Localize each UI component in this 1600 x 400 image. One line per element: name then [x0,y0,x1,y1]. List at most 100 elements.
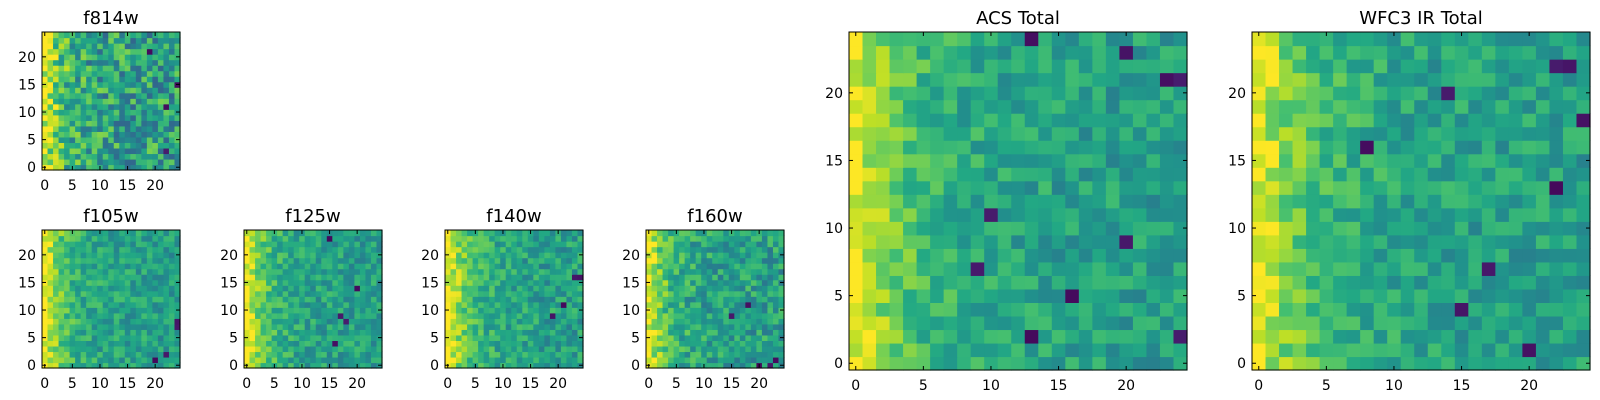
heatmap-cell [657,301,664,308]
heatmap-cell [163,246,170,253]
heatmap-cell [505,362,512,369]
heatmap-cell [113,274,120,281]
heatmap-cell [315,263,322,270]
heatmap-cell [359,285,367,292]
heatmap-cell [571,241,579,248]
heatmap-cell [168,114,176,121]
heatmap-cell [728,323,735,330]
heatmap-cell [1441,32,1456,47]
heatmap-cell [130,32,137,39]
heatmap-cell [1292,126,1307,141]
heatmap-cell [739,263,746,270]
heatmap-cell [646,246,653,253]
heatmap-cell [1092,153,1107,168]
heatmap-cell [86,76,93,83]
heatmap-cell [1051,207,1066,222]
heatmap-cell [1252,302,1267,317]
heatmap-cell [761,279,769,286]
heatmap-cell [767,329,774,336]
heatmap-cell [47,153,54,160]
heatmap-cell [756,235,763,242]
heatmap-cell [739,340,746,347]
heatmap-cell [494,241,501,248]
heatmap-cell [734,290,741,297]
heatmap-cell [97,65,104,72]
heatmap-cell [1306,275,1321,290]
heatmap-cell [734,301,741,308]
heatmap-cell [249,334,256,341]
heatmap-cell [1051,153,1066,168]
heatmap-cell [80,109,87,116]
heatmap-cell [695,329,702,336]
heatmap-cell [69,340,76,347]
heatmap-cell [500,246,507,253]
heatmap-cell [146,241,153,248]
heatmap-cell [1333,86,1348,101]
heatmap-cell [91,279,98,286]
heatmap-cell [1346,194,1361,209]
heatmap-cell [1522,302,1537,317]
heatmap-cell [1105,329,1120,344]
heatmap-cell [108,290,115,297]
heatmap-cell [467,263,474,270]
heatmap-cell [1146,194,1161,209]
heatmap-cell [47,351,54,358]
heatmap-cell [157,114,165,121]
heatmap-cell [997,315,1012,331]
heatmap-cell [1173,288,1188,303]
heatmap-cell [130,362,137,369]
heatmap-cell [42,268,49,275]
heatmap-cell [141,351,148,358]
heatmap-cell [102,164,109,171]
heatmap-cell [42,43,49,50]
heatmap-cell [728,329,735,336]
heatmap-cell [662,257,669,264]
heatmap-cell [271,323,278,330]
heatmap-cell [494,351,501,358]
heatmap-cell [304,351,311,358]
heatmap-cell [69,142,76,149]
heatmap-cell [80,153,87,160]
heatmap-cell [516,290,523,297]
heatmap-cell [862,248,877,263]
heatmap-cell [767,362,774,369]
heatmap-cell [343,351,350,358]
heatmap-cell [58,312,65,319]
heatmap-cell [1427,99,1442,114]
heatmap-cell [651,362,658,369]
heatmap-cell [174,235,181,242]
heatmap-cell [266,312,273,319]
heatmap-cell [1454,315,1469,331]
heatmap-cell [544,268,551,275]
heatmap-cell [916,113,931,128]
heatmap-cell [277,230,284,237]
heatmap-cell [505,285,512,292]
heatmap-cell [876,45,891,60]
heatmap-cell [141,114,148,121]
heatmap-cell [130,252,137,259]
x-tick-label: 0 [851,378,860,394]
heatmap-cell [135,125,142,132]
heatmap-cell [266,285,273,292]
heatmap-cell [108,246,115,253]
heatmap-cell [163,334,170,341]
heatmap-cell [467,241,474,248]
heatmap-cell [456,318,463,325]
heatmap-cell [1562,261,1578,276]
heatmap-cell [984,342,999,358]
heatmap-cell [326,263,333,270]
heatmap-cell [668,351,675,358]
heatmap-cell [767,263,774,270]
heatmap-cell [1360,194,1375,209]
heatmap-cell [1159,45,1175,60]
heatmap-cell [772,307,780,314]
heatmap-cell [321,268,328,275]
heatmap-cell [516,323,523,330]
heatmap-cell [64,65,71,72]
heatmap-cell [75,70,82,77]
heatmap-cell [113,290,120,297]
heatmap-cell [168,241,176,248]
heatmap-cell [1306,153,1321,168]
heatmap-cell [315,268,322,275]
y-tick-label: 0 [1237,356,1246,372]
